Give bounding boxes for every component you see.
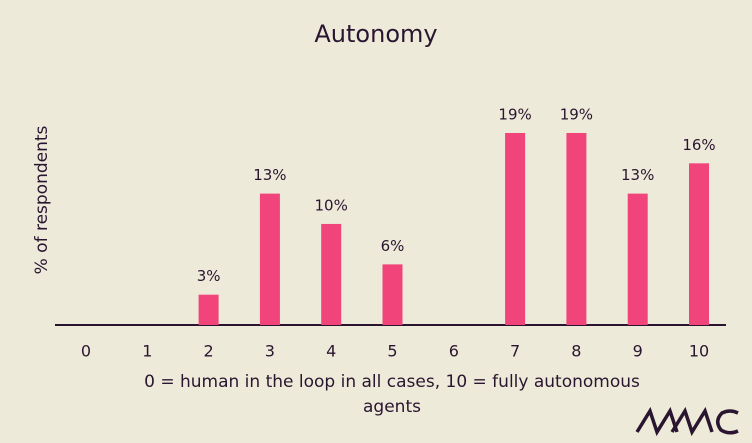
x-tick-label: 6	[449, 342, 459, 361]
data-label: 13%	[621, 166, 654, 184]
x-axis-label: 0 = human in the loop in all cases, 10 =…	[144, 372, 640, 417]
x-tick-label: 8	[571, 342, 581, 361]
bar	[382, 264, 403, 325]
data-label: 6%	[381, 237, 405, 255]
data-label: 19%	[498, 106, 531, 124]
data-label: 10%	[315, 196, 348, 214]
bar	[259, 193, 280, 325]
x-tick-label: 10	[689, 342, 709, 361]
data-label: 19%	[560, 106, 593, 124]
logo-m1	[635, 406, 679, 437]
x-tick-label: 0	[81, 342, 91, 361]
x-tick-label: 2	[204, 342, 214, 361]
data-label: 3%	[197, 267, 221, 285]
bar	[198, 294, 219, 325]
data-label: 13%	[253, 166, 286, 184]
bar	[321, 223, 342, 325]
chart-title: Autonomy	[314, 20, 437, 48]
data-label: 16%	[682, 136, 715, 154]
bar	[689, 163, 709, 325]
x-tick-label: 9	[633, 342, 643, 361]
x-tick-label: 4	[326, 342, 336, 361]
bar	[566, 133, 587, 325]
x-tick-label: 1	[142, 342, 152, 361]
y-axis-label: % of respondents	[32, 125, 52, 274]
x-tick-label: 5	[387, 342, 397, 361]
logo-m2	[670, 406, 714, 437]
logo-c	[716, 409, 739, 435]
x-tick-label: 7	[510, 342, 520, 361]
x-tick-label: 3	[265, 342, 275, 361]
bar	[627, 193, 648, 325]
bar	[505, 133, 526, 325]
logo	[635, 406, 739, 437]
